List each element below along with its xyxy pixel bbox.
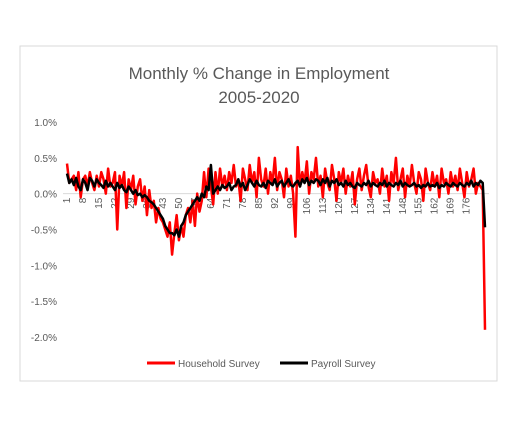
x-tick-label: 15 <box>94 197 105 209</box>
y-tick-label: 0.5% <box>34 154 57 165</box>
x-tick-label: 29 <box>126 197 137 209</box>
y-tick-label: -1.5% <box>31 297 57 308</box>
chart-title: Monthly % Change in Employment <box>129 64 390 83</box>
x-tick-label: 85 <box>254 197 265 209</box>
chart-border <box>19 45 498 382</box>
x-tick-label: 113 <box>318 197 329 213</box>
x-tick-label: 92 <box>270 197 281 209</box>
x-tick-label: 176 <box>462 197 473 214</box>
x-tick-label: 50 <box>174 197 185 209</box>
x-tick-label: 148 <box>398 197 409 214</box>
y-tick-label: 0.0% <box>34 190 57 201</box>
y-tick-label: 1.0% <box>34 118 57 129</box>
x-tick-label: 1 <box>62 197 73 203</box>
legend-label: Payroll Survey <box>311 359 375 370</box>
x-tick-label: 71 <box>222 197 233 209</box>
y-tick-label: -2.0% <box>31 333 57 344</box>
chart-subtitle: 2005-2020 <box>218 88 299 107</box>
x-tick-label: 162 <box>430 197 441 214</box>
x-tick-label: 134 <box>366 197 377 214</box>
x-tick-label: 8 <box>78 197 89 203</box>
x-tick-label: 64 <box>206 197 217 209</box>
series-line <box>65 163 487 238</box>
x-tick-label: 169 <box>446 197 457 214</box>
x-tick-label: 106 <box>302 197 313 214</box>
x-tick-label: 43 <box>158 197 169 209</box>
x-tick-label: 155 <box>414 197 425 214</box>
x-tick-label: 78 <box>238 197 249 209</box>
x-tick-label: 120 <box>334 197 345 214</box>
legend-label: Household Survey <box>178 359 260 370</box>
y-tick-label: -0.5% <box>31 226 57 237</box>
x-tick-label: 141 <box>382 197 393 214</box>
y-tick-label: -1.0% <box>31 261 57 272</box>
x-tick-label: 99 <box>286 197 297 209</box>
x-tick-label: 127 <box>350 197 361 214</box>
